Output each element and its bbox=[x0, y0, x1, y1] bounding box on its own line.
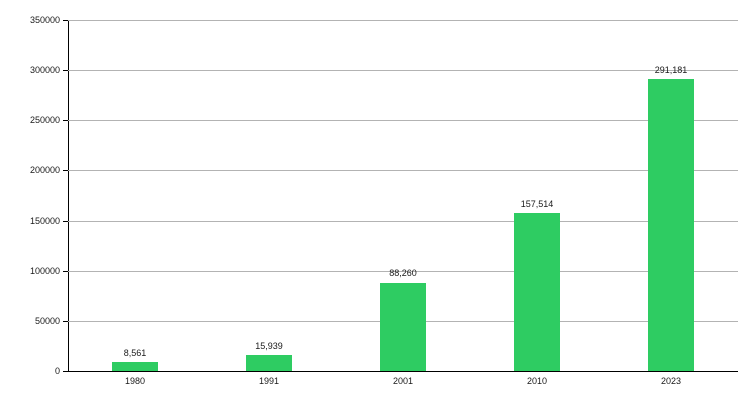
gridline bbox=[68, 220, 738, 222]
bar[interactable] bbox=[112, 362, 158, 371]
bar[interactable] bbox=[380, 282, 426, 371]
x-tick-label: 1980 bbox=[124, 376, 146, 386]
gridline bbox=[68, 20, 738, 21]
y-tick-mark bbox=[63, 20, 68, 21]
y-tick-mark bbox=[63, 70, 68, 72]
y-tick-label: 50000 bbox=[34, 315, 60, 326]
y-tick-mark bbox=[63, 270, 68, 272]
bar-value-label: 157,514 bbox=[520, 199, 554, 210]
bar[interactable] bbox=[648, 79, 694, 371]
y-tick-label: 350000 bbox=[29, 15, 60, 25]
y-axis-line bbox=[68, 20, 69, 372]
bar-value-label: 15,939 bbox=[255, 341, 283, 351]
bar[interactable] bbox=[514, 213, 560, 371]
y-tick-label: 200000 bbox=[29, 165, 60, 176]
gridline bbox=[68, 270, 738, 272]
y-tick-mark bbox=[63, 320, 68, 322]
y-tick-label: 100000 bbox=[29, 265, 60, 276]
bar-value-label: 291,181 bbox=[654, 64, 688, 75]
x-axis-baseline bbox=[68, 371, 738, 372]
y-tick-mark bbox=[63, 220, 68, 222]
y-tick-mark bbox=[63, 120, 68, 122]
gridline bbox=[68, 70, 738, 72]
x-tick-label: 2001 bbox=[392, 376, 414, 386]
plot-area bbox=[68, 20, 738, 372]
gridline bbox=[68, 120, 738, 122]
gridline bbox=[68, 170, 738, 172]
y-tick-mark bbox=[63, 371, 68, 372]
bar-value-label: 88,260 bbox=[389, 268, 417, 279]
y-tick-label: 300000 bbox=[29, 65, 60, 76]
y-tick-mark bbox=[63, 170, 68, 172]
bar[interactable] bbox=[246, 355, 292, 371]
y-tick-label: 150000 bbox=[29, 215, 60, 226]
y-tick-label: 0 bbox=[54, 366, 60, 376]
y-tick-label: 250000 bbox=[29, 115, 60, 126]
x-tick-label: 1991 bbox=[258, 376, 280, 386]
x-tick-label: 2010 bbox=[526, 376, 548, 386]
bar-value-label: 8,561 bbox=[123, 348, 147, 359]
x-tick-label: 2023 bbox=[660, 376, 682, 386]
